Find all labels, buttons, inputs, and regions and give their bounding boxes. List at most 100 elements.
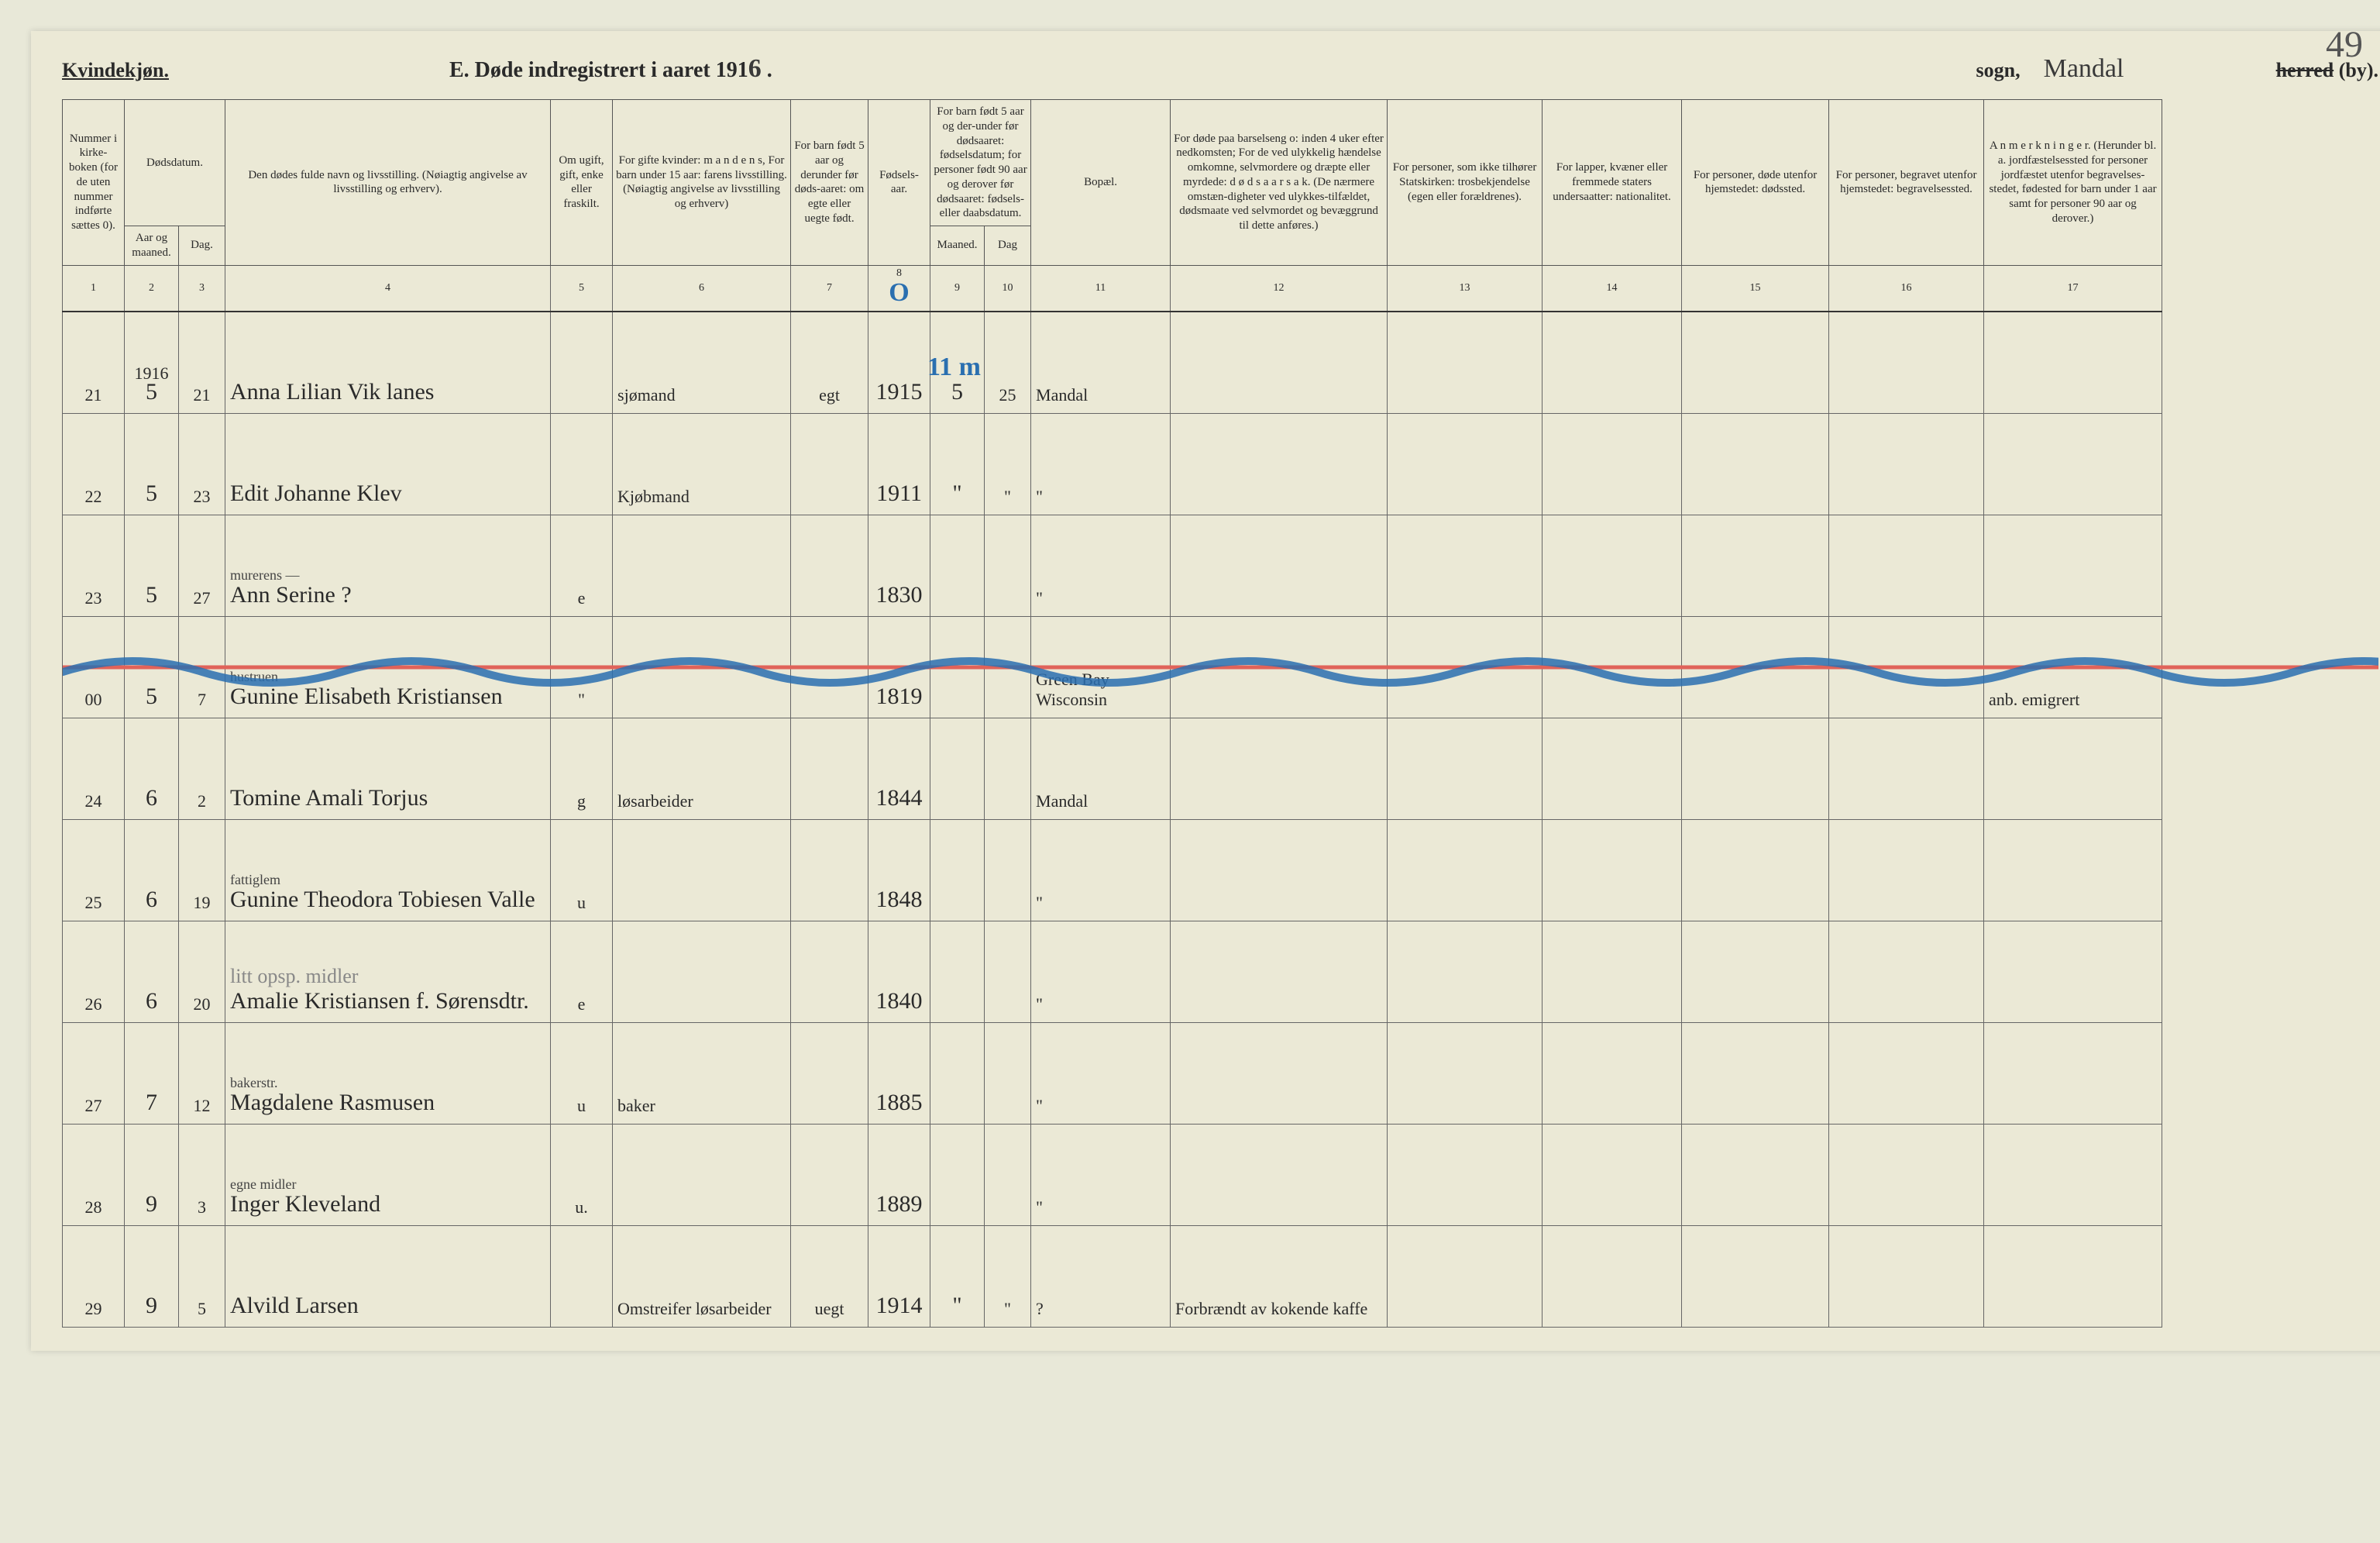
- column-number: 2: [125, 265, 179, 312]
- herred-struck: herred: [2276, 59, 2334, 81]
- nationality: [1543, 718, 1682, 819]
- cause-of-death: [1171, 819, 1388, 921]
- birth-day: [985, 515, 1031, 616]
- col-8-header: Fødsels-aar.: [868, 100, 930, 266]
- burial-place: [1829, 1124, 1984, 1225]
- col-11-header: Bopæl.: [1031, 100, 1171, 266]
- death-place: [1682, 1225, 1829, 1327]
- birth-day: [985, 718, 1031, 819]
- confession: [1388, 1022, 1543, 1124]
- residence: Green Bay Wisconsin: [1031, 616, 1171, 718]
- confession: [1388, 616, 1543, 718]
- birth-day: ": [985, 413, 1031, 515]
- birth-month: [930, 616, 985, 718]
- remarks: [1984, 515, 2162, 616]
- remarks: anb. emigrert: [1984, 616, 2162, 718]
- column-number: 9: [930, 265, 985, 312]
- death-day: 21: [179, 312, 225, 414]
- table-row: 2995Alvild LarsenOmstreifer løsarbeideru…: [63, 1225, 2378, 1327]
- deceased-name: Edit Johanne Klev: [225, 413, 551, 515]
- burial-place: [1829, 616, 1984, 718]
- occupation: [613, 515, 791, 616]
- column-number: 4: [225, 265, 551, 312]
- sogn-label: sogn,: [1904, 59, 2021, 82]
- birth-month: [930, 718, 985, 819]
- birth-month: [930, 921, 985, 1022]
- gender-heading: Kvindekjøn.: [62, 59, 449, 82]
- confession: [1388, 1124, 1543, 1225]
- cause-of-death: [1171, 515, 1388, 616]
- column-number: 14: [1543, 265, 1682, 312]
- cause-of-death: [1171, 1022, 1388, 1124]
- col-5-header: Om ugift, gift, enke eller fraskilt.: [551, 100, 613, 266]
- column-number: 3: [179, 265, 225, 312]
- residence: ": [1031, 1124, 1171, 1225]
- birth-year: 1830: [868, 515, 930, 616]
- remarks: [1984, 1124, 2162, 1225]
- nationality: [1543, 1124, 1682, 1225]
- burial-place: [1829, 515, 1984, 616]
- herred-suffix: (by).: [2339, 59, 2378, 81]
- birth-day: [985, 819, 1031, 921]
- deceased-name: Tomine Amali Torjus: [225, 718, 551, 819]
- cause-of-death: [1171, 718, 1388, 819]
- legitimate: [791, 413, 868, 515]
- cause-of-death: [1171, 413, 1388, 515]
- ledger-table: Nummer i kirke-boken (for de uten nummer…: [62, 99, 2378, 1328]
- nationality: [1543, 1225, 1682, 1327]
- herred-label: herred (by).: [2276, 59, 2378, 82]
- death-day: 23: [179, 413, 225, 515]
- death-place: [1682, 515, 1829, 616]
- col-17-header: A n m e r k n i n g e r. (Herunder bl. a…: [1984, 100, 2162, 266]
- death-day: 5: [179, 1225, 225, 1327]
- occupation: [613, 1124, 791, 1225]
- col-9a-header: Maaned.: [930, 226, 985, 266]
- occupation: sjømand: [613, 312, 791, 414]
- column-number: 6: [613, 265, 791, 312]
- birth-year: 1885: [868, 1022, 930, 1124]
- marital-status: g: [551, 718, 613, 819]
- burial-place: [1829, 413, 1984, 515]
- entry-number: 27: [63, 1022, 125, 1124]
- nationality: [1543, 1022, 1682, 1124]
- marital-status: e: [551, 515, 613, 616]
- column-number: 10: [985, 265, 1031, 312]
- birth-month: ": [930, 413, 985, 515]
- remarks: [1984, 1022, 2162, 1124]
- death-day: 12: [179, 1022, 225, 1124]
- remarks: [1984, 413, 2162, 515]
- birth-day: [985, 1124, 1031, 1225]
- deceased-name: litt opsp. midlerAmalie Kristiansen f. S…: [225, 921, 551, 1022]
- confession: [1388, 819, 1543, 921]
- entry-number: 00: [63, 616, 125, 718]
- table-row: 27712bakerstr.Magdalene Rasmusenubaker18…: [63, 1022, 2378, 1124]
- birth-day: ": [985, 1225, 1031, 1327]
- col-4-header: Den dødes fulde navn og livsstilling. (N…: [225, 100, 551, 266]
- deceased-name: hustruenGunine Elisabeth Kristiansen: [225, 616, 551, 718]
- death-place: [1682, 1022, 1829, 1124]
- birth-year: 1914: [868, 1225, 930, 1327]
- col-2b-header: Dag.: [179, 226, 225, 266]
- death-month: 5: [125, 515, 179, 616]
- column-number: 11: [1031, 265, 1171, 312]
- death-month: 6: [125, 921, 179, 1022]
- legitimate: egt: [791, 312, 868, 414]
- death-month: 5: [125, 616, 179, 718]
- occupation: [613, 921, 791, 1022]
- col-2a-header: Aar og maaned.: [125, 226, 179, 266]
- death-place: [1682, 616, 1829, 718]
- remarks: [1984, 921, 2162, 1022]
- death-month: 19165: [125, 312, 179, 414]
- birth-day: 25: [985, 312, 1031, 414]
- col-16-header: For personer, begravet utenfor hjemstede…: [1829, 100, 1984, 266]
- deceased-name: murerens —Ann Serine ?: [225, 515, 551, 616]
- deceased-name: Anna Lilian Vik lanes: [225, 312, 551, 414]
- nationality: [1543, 819, 1682, 921]
- birth-year: 1844: [868, 718, 930, 819]
- birth-year: 1848: [868, 819, 930, 921]
- legitimate: [791, 515, 868, 616]
- confession: [1388, 718, 1543, 819]
- col-6-header: For gifte kvinder: m a n d e n s, For ba…: [613, 100, 791, 266]
- marital-status: ": [551, 616, 613, 718]
- marital-status: [551, 312, 613, 414]
